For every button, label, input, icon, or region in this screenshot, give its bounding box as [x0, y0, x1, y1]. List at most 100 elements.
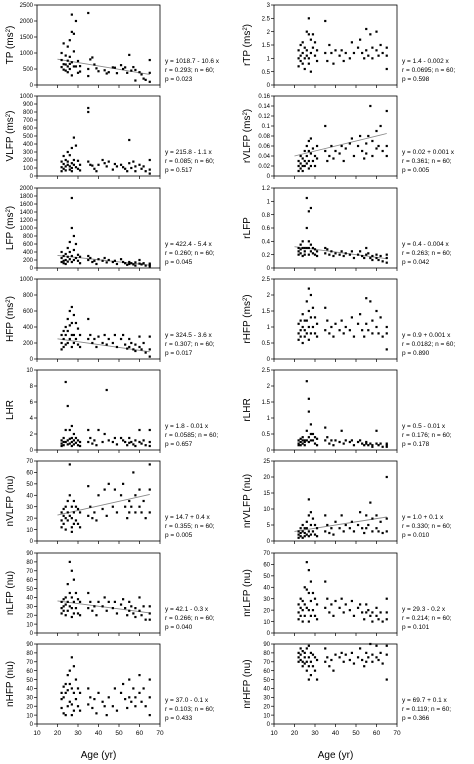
- data-point: [89, 436, 92, 440]
- data-point: [307, 535, 310, 538]
- data-point: [367, 134, 370, 138]
- data-point: [303, 527, 306, 530]
- data-point: [87, 428, 90, 432]
- data-point: [307, 149, 310, 153]
- data-point: [87, 254, 90, 258]
- y-tick-label: 60: [263, 669, 270, 675]
- data-point: [89, 600, 92, 603]
- plot-frame: [273, 187, 398, 269]
- data-point: [340, 319, 343, 322]
- y-tick-label: 0.8: [262, 213, 271, 219]
- data-point: [379, 316, 382, 319]
- data-point: [326, 656, 329, 659]
- data-point: [148, 262, 151, 265]
- data-point: [97, 691, 100, 694]
- y-tick-label: 500: [23, 67, 34, 73]
- data-point: [68, 154, 71, 157]
- data-point: [68, 39, 71, 42]
- data-point: [385, 611, 388, 614]
- y-tick-label: 0: [267, 539, 271, 545]
- data-point: [115, 612, 119, 615]
- data-point: [113, 436, 116, 440]
- data-point: [332, 444, 335, 447]
- y-tick-label: 80: [26, 560, 33, 566]
- data-point: [361, 254, 364, 258]
- data-point: [338, 54, 341, 57]
- data-point: [299, 162, 302, 165]
- data-point: [315, 335, 319, 338]
- plot-frame: [36, 187, 161, 269]
- data-point: [344, 51, 347, 55]
- data-point: [363, 256, 366, 260]
- data-point: [315, 49, 319, 52]
- data-point: [297, 250, 300, 253]
- regression-stats: y = 215.8 - 1.1 x: [165, 149, 213, 156]
- data-point: [299, 43, 302, 47]
- data-point: [313, 523, 317, 527]
- data-point: [297, 65, 300, 68]
- data-point: [72, 443, 75, 446]
- data-point: [128, 696, 131, 699]
- ylabel-superscript: 2: [6, 209, 12, 213]
- data-point: [348, 440, 351, 444]
- y-tick-label: 8: [30, 384, 34, 390]
- regression-stats: p = 0.517: [165, 167, 193, 174]
- plot-frame: [36, 460, 161, 542]
- data-point: [107, 600, 110, 603]
- y-tick-label: 0: [30, 448, 34, 454]
- data-point: [128, 162, 131, 165]
- data-point: [107, 696, 110, 699]
- data-point: [324, 252, 327, 255]
- data-point: [62, 514, 65, 517]
- data-point: [111, 260, 114, 264]
- data-point: [124, 343, 127, 346]
- data-point: [369, 501, 372, 504]
- data-point: [367, 609, 370, 612]
- y-tick-label: 0: [267, 357, 271, 363]
- data-point: [309, 439, 312, 442]
- data-point: [70, 196, 73, 200]
- regression-stats: r = 0.355; n = 60;: [165, 523, 215, 530]
- data-point: [371, 445, 374, 448]
- regression-stats: r = 0.307; n = 60;: [165, 341, 215, 348]
- data-point: [348, 329, 351, 332]
- y-tick-label: 0.4: [262, 240, 271, 246]
- data-point: [297, 169, 300, 173]
- data-point: [113, 259, 116, 262]
- data-point: [78, 440, 82, 444]
- data-point: [330, 144, 333, 148]
- data-point: [132, 612, 135, 615]
- data-point: [70, 436, 73, 440]
- data-point: [297, 49, 300, 52]
- data-point: [70, 166, 73, 170]
- data-point: [379, 43, 382, 47]
- data-point: [352, 530, 356, 533]
- data-point: [352, 51, 356, 55]
- data-point: [95, 519, 98, 522]
- data-point: [66, 329, 69, 333]
- data-point: [365, 297, 368, 300]
- data-point: [62, 605, 65, 608]
- data-point: [328, 665, 331, 668]
- data-point: [303, 440, 306, 444]
- y-tick-label: 10: [263, 620, 270, 626]
- data-point: [64, 380, 67, 384]
- data-point: [132, 348, 135, 351]
- data-point: [309, 70, 312, 73]
- data-point: [379, 254, 382, 258]
- data-point: [76, 259, 80, 262]
- y-axis-label: LHR: [5, 400, 16, 420]
- data-point: [68, 463, 71, 466]
- data-point: [62, 254, 65, 258]
- data-point: [134, 165, 137, 168]
- y-tick-label: 20: [263, 608, 270, 614]
- data-point: [78, 345, 82, 349]
- y-tick-label: 1000: [20, 226, 34, 232]
- data-point: [70, 162, 73, 165]
- data-point: [70, 656, 73, 659]
- data-point: [76, 507, 80, 511]
- data-point: [68, 62, 71, 65]
- data-point: [76, 343, 80, 346]
- data-point: [72, 522, 75, 525]
- data-point: [134, 79, 137, 82]
